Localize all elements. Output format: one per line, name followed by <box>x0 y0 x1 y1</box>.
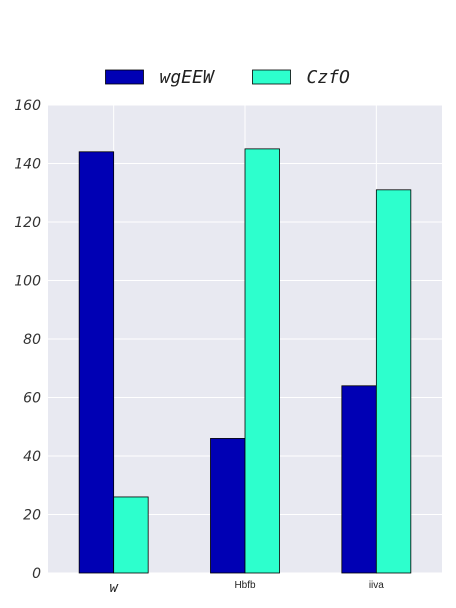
bar-wgEEW-w <box>78 151 115 574</box>
y-tick-label: 40 <box>23 449 41 465</box>
legend: wgEEW CzfO <box>105 67 351 88</box>
x-axis-ticks: w Hbfb iiva <box>109 580 384 596</box>
y-tick-label: 60 <box>23 391 41 407</box>
x-tick-label: iiva <box>369 580 384 591</box>
bars <box>78 148 412 574</box>
bar-CzfO-Hbfb <box>244 148 280 574</box>
y-axis-ticks: 0 20 40 60 80 100 120 140 160 <box>14 98 41 582</box>
y-tick-label: 140 <box>14 157 41 173</box>
y-tick-label: 160 <box>14 98 41 114</box>
bar-wgEEW-iiva <box>341 385 377 574</box>
bar-CzfO-w <box>113 496 149 574</box>
bar-CzfO-iiva <box>375 189 412 574</box>
legend-label-wgEEW: wgEEW <box>160 67 216 88</box>
y-tick-label: 20 <box>23 508 41 524</box>
legend-swatch-wgEEW <box>105 69 144 85</box>
legend-label-CzfO: CzfO <box>307 67 351 88</box>
bar-wgEEW-Hbfb <box>210 438 246 574</box>
legend-swatch-CzfO <box>252 69 291 85</box>
y-tick-label: 80 <box>23 332 41 348</box>
y-tick-label: 100 <box>14 274 41 290</box>
y-tick-label: 0 <box>32 566 41 582</box>
x-tick-label: w <box>109 580 118 596</box>
y-tick-label: 120 <box>14 215 41 231</box>
x-tick-label: Hbfb <box>234 580 256 591</box>
